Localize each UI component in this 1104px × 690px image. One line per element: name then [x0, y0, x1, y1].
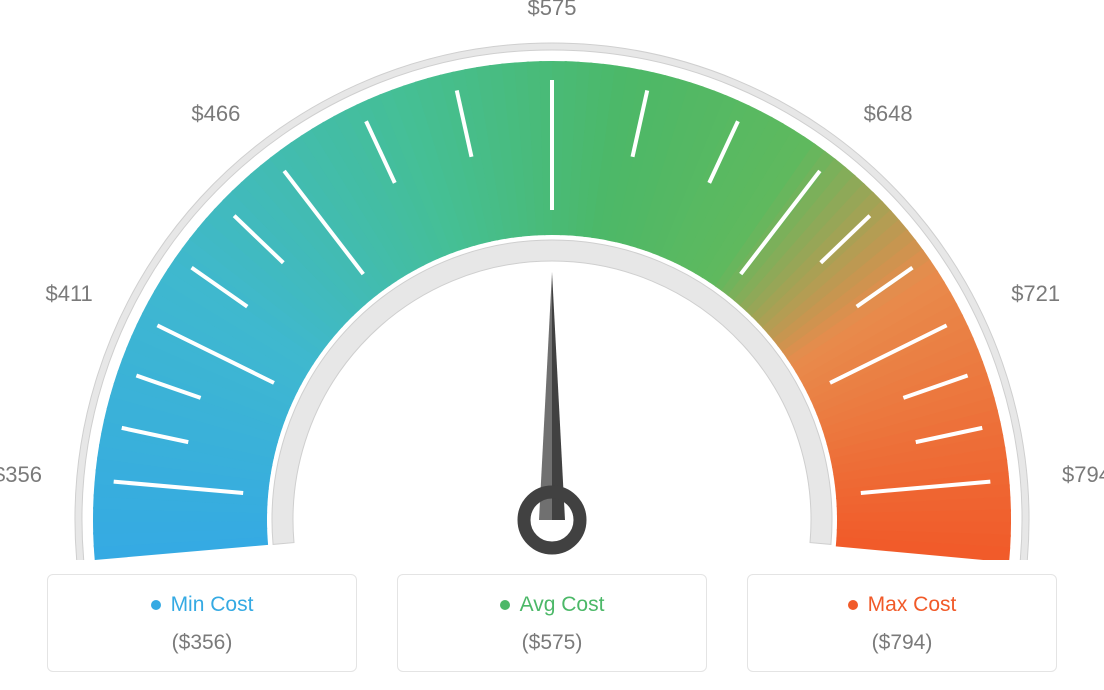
- legend-value-max: ($794): [758, 631, 1046, 655]
- gauge-tick-label: $721: [1011, 281, 1060, 307]
- gauge-svg: [0, 0, 1104, 560]
- legend-value-avg: ($575): [408, 631, 696, 655]
- legend-value-min: ($356): [58, 631, 346, 655]
- legend-card-max: Max Cost ($794): [747, 574, 1057, 672]
- legend-row: Min Cost ($356) Avg Cost ($575) Max Cost…: [0, 574, 1104, 672]
- legend-title-max: Max Cost: [848, 593, 957, 617]
- legend-title-text: Avg Cost: [520, 593, 605, 617]
- gauge-tick-label: $411: [45, 281, 92, 307]
- gauge-chart: $356 $411 $466 $575 $648 $721 $794: [0, 0, 1104, 560]
- gauge-tick-label: $648: [864, 101, 913, 127]
- legend-title-text: Min Cost: [171, 593, 254, 617]
- dot-icon: [500, 600, 510, 610]
- legend-title-min: Min Cost: [151, 593, 254, 617]
- dot-icon: [848, 600, 858, 610]
- legend-card-avg: Avg Cost ($575): [397, 574, 707, 672]
- legend-title-avg: Avg Cost: [500, 593, 605, 617]
- gauge-tick-label: $466: [191, 101, 240, 127]
- gauge-tick-label: $794: [1062, 462, 1104, 488]
- dot-icon: [151, 600, 161, 610]
- gauge-tick-label: $575: [528, 0, 577, 21]
- legend-card-min: Min Cost ($356): [47, 574, 357, 672]
- gauge-tick-label: $356: [0, 462, 42, 488]
- legend-title-text: Max Cost: [868, 593, 957, 617]
